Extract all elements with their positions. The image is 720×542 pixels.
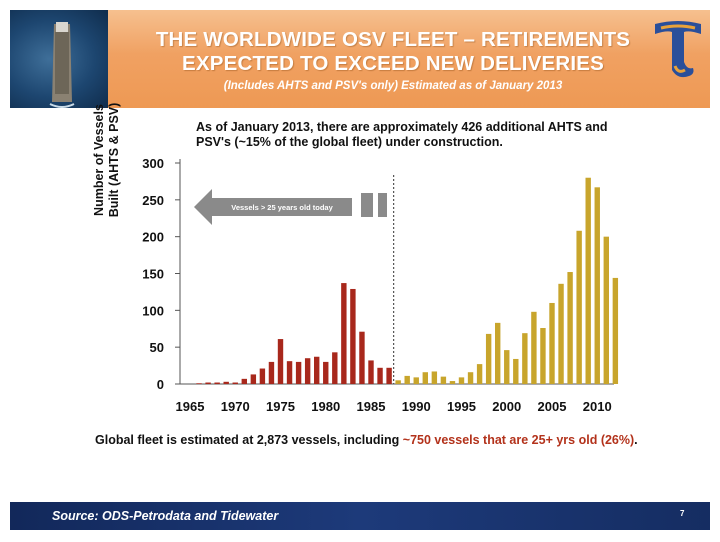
data-bar bbox=[576, 230, 582, 384]
data-bar bbox=[304, 358, 311, 384]
data-bar bbox=[458, 377, 465, 384]
page-title-line2: EXPECTED TO EXCEED NEW DELIVERIES bbox=[182, 52, 604, 75]
data-bar bbox=[377, 367, 383, 384]
data-bar bbox=[431, 371, 438, 384]
y-tick-label: 0 bbox=[157, 377, 164, 392]
data-bar bbox=[504, 350, 510, 384]
data-bar bbox=[440, 376, 447, 384]
data-bar bbox=[350, 288, 356, 384]
note-line1: As of January 2013, there are approximat… bbox=[196, 120, 608, 134]
annotation-block bbox=[361, 193, 373, 217]
data-bar bbox=[341, 283, 347, 384]
data-bar bbox=[268, 361, 275, 384]
y-tick-label: 250 bbox=[142, 193, 164, 208]
annotation-arrow bbox=[194, 189, 352, 225]
y-tick-label: 200 bbox=[142, 230, 164, 245]
data-bar bbox=[205, 382, 211, 384]
page-subtitle: (Includes AHTS and PSV's only) Estimated… bbox=[223, 80, 563, 92]
footnote-highlight: ~750 vessels that are 25+ yrs old (26%) bbox=[402, 433, 635, 447]
x-tick-label: 1970 bbox=[221, 399, 250, 414]
data-bar bbox=[467, 372, 474, 384]
data-bar bbox=[332, 352, 338, 384]
y-tick-label: 100 bbox=[142, 303, 164, 318]
y-tick-label: 300 bbox=[142, 156, 164, 171]
footnote-end: . bbox=[634, 433, 638, 447]
data-bar bbox=[386, 367, 392, 384]
x-tick-label: 1990 bbox=[402, 399, 431, 414]
x-tick-label: 1995 bbox=[447, 399, 476, 414]
data-bar bbox=[259, 368, 266, 384]
data-bar bbox=[286, 361, 293, 384]
data-bar bbox=[323, 361, 329, 384]
data-bar bbox=[558, 283, 564, 384]
x-tick-label: 1985 bbox=[357, 399, 386, 414]
data-bar bbox=[232, 382, 238, 384]
data-bar bbox=[476, 364, 483, 384]
x-tick-label: 1965 bbox=[176, 399, 205, 414]
data-bar bbox=[522, 333, 528, 384]
construction-note: As of January 2013, there are approximat… bbox=[196, 120, 666, 150]
x-tick-label: 2000 bbox=[492, 399, 521, 414]
y-tick-label: 150 bbox=[142, 267, 164, 282]
data-bar bbox=[368, 360, 374, 384]
x-tick-label: 1975 bbox=[266, 399, 295, 414]
data-bar bbox=[495, 322, 501, 384]
data-bar bbox=[549, 302, 555, 384]
data-bar bbox=[214, 382, 220, 384]
annotation-block bbox=[378, 193, 387, 217]
data-bar bbox=[485, 333, 492, 384]
data-bar bbox=[594, 187, 600, 384]
data-bar bbox=[531, 311, 537, 384]
page-title-line1: THE WORLDWIDE OSV FLEET – RETIREMENTS bbox=[155, 28, 631, 51]
fleet-footnote: Global fleet is estimated at 2,873 vesse… bbox=[95, 433, 638, 447]
ship-photo-icon bbox=[10, 10, 108, 108]
data-bar bbox=[612, 277, 619, 384]
data-bar bbox=[250, 374, 257, 384]
data-bar bbox=[603, 236, 609, 384]
data-bar bbox=[241, 378, 247, 384]
annotation-label: Vessels > 25 years old today bbox=[231, 203, 333, 212]
title-banner: THE WORLDWIDE OSV FLEET – RETIREMENTS EX… bbox=[10, 10, 710, 108]
tidewater-logo-icon bbox=[655, 21, 701, 78]
footnote-text: Global fleet is estimated at 2,873 vesse… bbox=[95, 433, 403, 447]
data-bar bbox=[567, 272, 573, 384]
data-bar bbox=[196, 383, 202, 384]
data-bar bbox=[395, 380, 401, 384]
data-bar bbox=[223, 381, 229, 384]
x-tick-label: 2010 bbox=[583, 399, 612, 414]
data-bar bbox=[585, 177, 591, 384]
data-bar bbox=[422, 372, 428, 384]
data-bar bbox=[295, 361, 302, 384]
data-bar bbox=[404, 375, 410, 384]
data-bar bbox=[314, 356, 320, 384]
data-bar bbox=[449, 381, 456, 384]
data-bar bbox=[413, 377, 419, 384]
data-bar bbox=[359, 331, 365, 384]
x-tick-label: 2005 bbox=[538, 399, 567, 414]
footer-bar: Source: ODS-Petrodata and Tidewater 7 bbox=[10, 502, 710, 530]
source-text: Source: ODS-Petrodata and Tidewater bbox=[52, 509, 279, 523]
data-bar bbox=[277, 339, 284, 384]
page-number: 7 bbox=[680, 509, 685, 518]
data-bar bbox=[513, 358, 519, 384]
note-line2: PSV's (~15% of the global fleet) under c… bbox=[196, 135, 503, 149]
y-tick-label: 50 bbox=[150, 340, 164, 355]
x-tick-label: 1980 bbox=[311, 399, 340, 414]
data-bar bbox=[540, 328, 546, 384]
